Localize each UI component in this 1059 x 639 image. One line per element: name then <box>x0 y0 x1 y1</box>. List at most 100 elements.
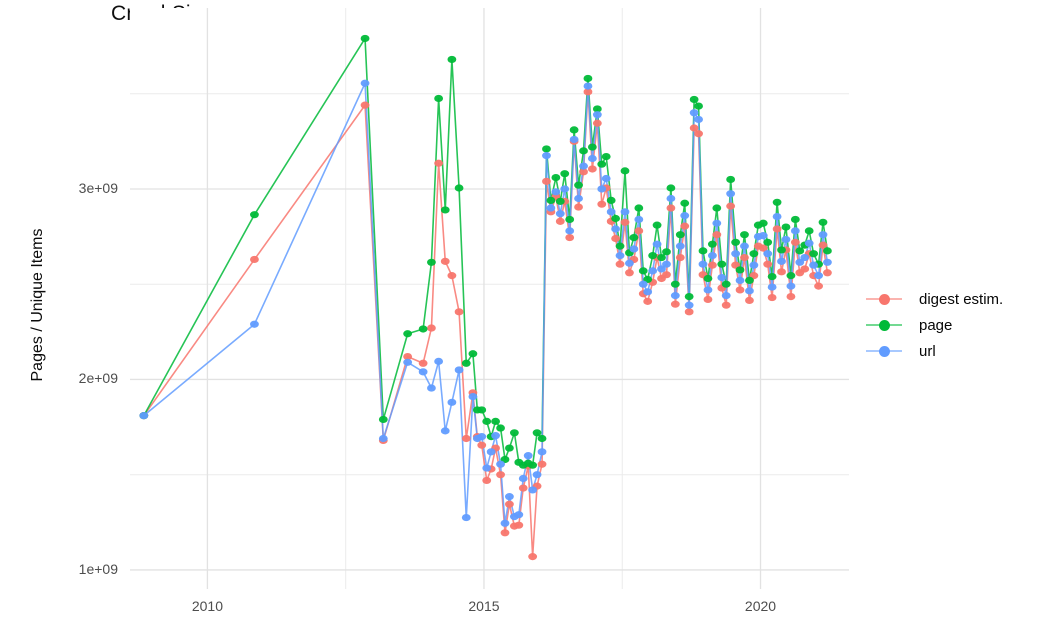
data-point <box>675 242 685 250</box>
data-point <box>772 198 782 206</box>
data-point <box>634 227 644 235</box>
data-point <box>638 280 648 288</box>
data-point <box>592 119 602 127</box>
legend-key-icon <box>866 341 902 361</box>
x-tick-label: 2015 <box>468 598 500 614</box>
data-point <box>777 246 786 254</box>
data-point <box>749 261 759 269</box>
data-point <box>537 460 547 468</box>
data-point <box>740 253 749 262</box>
data-point <box>579 162 588 170</box>
data-point <box>532 429 542 437</box>
data-point <box>461 513 471 522</box>
data-point <box>823 269 832 277</box>
data-point <box>496 424 505 432</box>
data-point <box>694 102 703 110</box>
data-point <box>468 393 478 401</box>
chart-legend: digest estim. page url <box>866 286 1056 364</box>
data-point <box>592 111 602 119</box>
data-point <box>532 471 542 479</box>
data-point <box>634 204 644 212</box>
data-point <box>250 255 259 264</box>
legend-item-page[interactable]: page <box>866 312 1056 338</box>
data-point <box>707 240 717 248</box>
data-point <box>528 461 538 469</box>
data-point <box>684 308 694 316</box>
data-point <box>749 250 759 258</box>
data-point <box>740 242 749 250</box>
data-point <box>689 109 699 117</box>
data-point <box>745 287 754 295</box>
data-point <box>804 239 814 247</box>
data-point <box>643 297 653 305</box>
data-point <box>721 280 731 288</box>
data-point <box>758 232 768 240</box>
data-point <box>689 124 699 132</box>
x-tick-label: 2020 <box>744 598 777 614</box>
data-point <box>500 519 510 527</box>
data-point <box>611 214 620 223</box>
data-point <box>684 293 694 301</box>
plot-panel <box>130 8 849 589</box>
data-point <box>500 529 510 537</box>
data-point <box>726 202 736 210</box>
data-point <box>620 208 630 216</box>
data-point <box>569 126 579 134</box>
data-point <box>546 196 556 204</box>
data-point <box>625 269 634 277</box>
legend-item-label: url <box>919 342 936 360</box>
data-point <box>574 194 583 203</box>
data-point <box>648 252 658 260</box>
data-point <box>579 168 588 176</box>
data-point <box>703 295 713 304</box>
data-point <box>763 260 773 268</box>
data-point <box>772 225 782 233</box>
data-point <box>461 359 471 367</box>
data-point <box>809 250 818 258</box>
legend-item-url[interactable]: url <box>866 338 1056 364</box>
data-point <box>790 227 800 235</box>
data-point <box>587 165 597 173</box>
data-point <box>666 204 676 212</box>
y-tick-label: 2e+09 <box>78 370 118 387</box>
data-point <box>574 181 583 189</box>
data-point <box>597 185 607 193</box>
data-point <box>434 159 444 167</box>
data-point <box>514 521 524 529</box>
data-point <box>569 135 579 144</box>
data-point <box>767 283 777 291</box>
data-point <box>551 173 561 182</box>
data-point <box>662 271 671 279</box>
data-point <box>745 296 754 304</box>
data-point <box>360 34 370 43</box>
data-point <box>505 444 514 452</box>
plot-svg <box>130 8 849 589</box>
legend-item-label: page <box>919 316 953 334</box>
data-point <box>758 219 768 227</box>
data-point <box>721 301 731 309</box>
legend-item-digest-estim[interactable]: digest estim. <box>866 286 1056 312</box>
data-point <box>717 260 727 268</box>
data-point <box>795 258 805 266</box>
data-point <box>583 88 593 96</box>
data-point <box>790 215 800 224</box>
data-point <box>440 427 450 435</box>
data-point <box>440 206 450 214</box>
data-point <box>560 185 570 193</box>
data-point <box>601 152 611 161</box>
data-point <box>703 274 713 283</box>
data-point <box>615 242 625 250</box>
data-point <box>707 252 717 260</box>
data-point <box>648 267 658 275</box>
data-point <box>800 253 810 262</box>
data-point <box>505 493 514 501</box>
data-point <box>657 253 666 262</box>
series-points <box>139 34 832 561</box>
data-point <box>486 448 496 456</box>
data-point <box>781 223 791 231</box>
series-line <box>143 37 829 466</box>
data-point <box>629 245 639 253</box>
data-point <box>634 215 644 224</box>
data-point <box>823 258 832 266</box>
data-point <box>565 215 575 224</box>
